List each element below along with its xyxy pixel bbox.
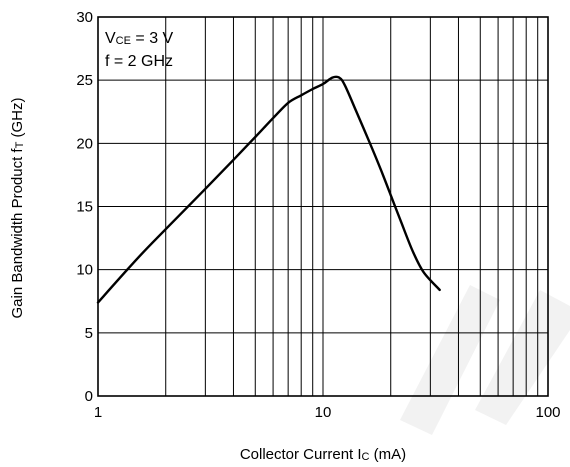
y-tick-label: 25 <box>76 72 93 89</box>
y-tick-label: 5 <box>85 325 93 342</box>
x-tick-label: 100 <box>535 404 560 421</box>
condition-frequency: f = 2 GHz <box>105 53 173 70</box>
y-tick-label: 20 <box>76 135 93 152</box>
series-line-ft <box>96 75 441 304</box>
grid <box>98 17 548 396</box>
x-axis-title: Collector Current IC (mA) <box>240 446 406 463</box>
x-tick-label: 1 <box>94 404 102 421</box>
condition-vce: VCE = 3 V <box>105 30 174 47</box>
y-tick-label: 15 <box>76 199 93 216</box>
y-tick-labels: 0 5 10 15 20 25 30 <box>76 9 93 405</box>
series-layer <box>96 75 441 304</box>
plot-frame <box>97 16 549 397</box>
watermark <box>400 285 570 435</box>
x-tick-label: 10 <box>315 404 332 421</box>
x-tick-labels: 1 10 100 <box>94 404 561 421</box>
y-axis-title: Gain Bandwidth Product fT (GHz) <box>9 97 26 318</box>
y-tick-label: 30 <box>76 9 93 26</box>
y-tick-label: 0 <box>85 388 93 405</box>
y-tick-label: 10 <box>76 262 93 279</box>
